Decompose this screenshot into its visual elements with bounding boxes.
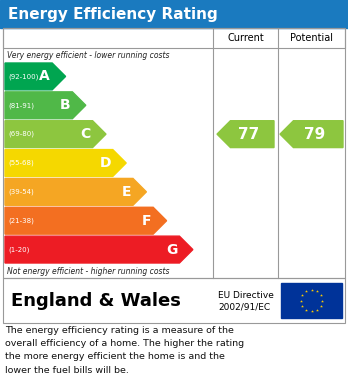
Polygon shape	[5, 236, 193, 263]
Text: F: F	[142, 214, 151, 228]
Polygon shape	[5, 121, 106, 147]
Text: (39-54): (39-54)	[8, 188, 34, 195]
Text: B: B	[60, 98, 70, 112]
Polygon shape	[5, 63, 66, 90]
Text: E: E	[121, 185, 131, 199]
Text: Energy Efficiency Rating: Energy Efficiency Rating	[8, 7, 218, 22]
Bar	[3, 28, 345, 48]
Text: (21-38): (21-38)	[8, 217, 34, 224]
Text: (69-80): (69-80)	[8, 131, 34, 137]
Text: (55-68): (55-68)	[8, 160, 34, 166]
Text: (1-20): (1-20)	[8, 246, 29, 253]
Bar	[3, 278, 345, 323]
Text: EU Directive: EU Directive	[218, 291, 274, 300]
Text: Current: Current	[227, 33, 264, 43]
Text: A: A	[39, 70, 50, 83]
Polygon shape	[5, 150, 126, 176]
Text: Potential: Potential	[290, 33, 333, 43]
Bar	[281, 283, 342, 318]
Text: (92-100): (92-100)	[8, 73, 38, 80]
Polygon shape	[5, 178, 147, 205]
Text: Not energy efficient - higher running costs: Not energy efficient - higher running co…	[7, 267, 169, 276]
Text: 77: 77	[238, 127, 260, 142]
Text: Very energy efficient - lower running costs: Very energy efficient - lower running co…	[7, 50, 169, 59]
Bar	[0, 0, 348, 28]
Bar	[3, 28, 345, 48]
Text: 79: 79	[304, 127, 325, 142]
Text: C: C	[80, 127, 90, 141]
Text: G: G	[166, 242, 177, 256]
Text: (81-91): (81-91)	[8, 102, 34, 109]
Text: 2002/91/EC: 2002/91/EC	[218, 303, 270, 312]
Polygon shape	[5, 207, 167, 234]
Text: The energy efficiency rating is a measure of the
overall efficiency of a home. T: The energy efficiency rating is a measur…	[5, 326, 244, 375]
Text: D: D	[99, 156, 111, 170]
Polygon shape	[5, 92, 86, 119]
Polygon shape	[217, 121, 274, 147]
Bar	[3, 28, 345, 278]
Polygon shape	[280, 121, 343, 147]
Text: England & Wales: England & Wales	[11, 292, 181, 310]
